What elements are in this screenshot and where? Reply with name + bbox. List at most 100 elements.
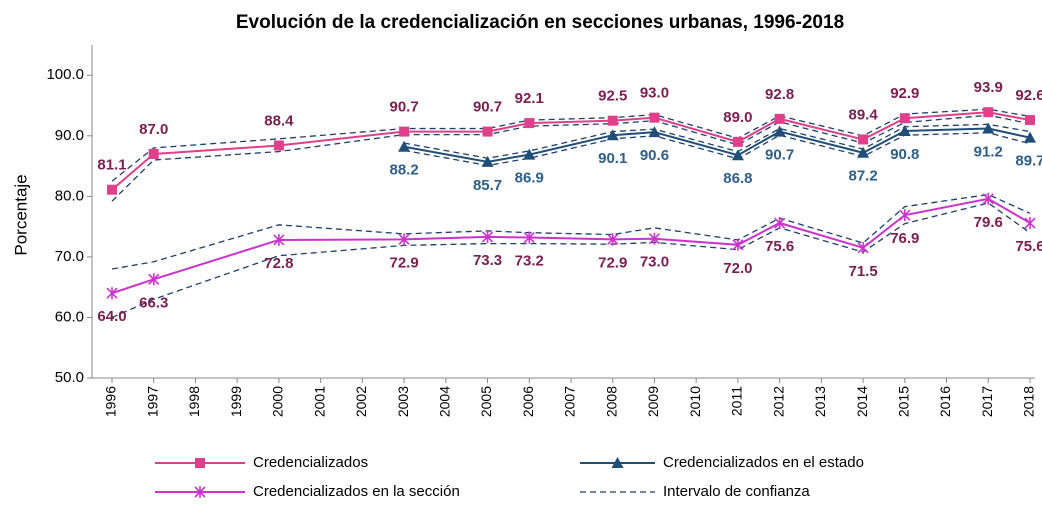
marker xyxy=(398,140,411,152)
marker xyxy=(607,233,619,246)
marker xyxy=(982,122,995,134)
x-tick-label: 2016 xyxy=(937,386,953,417)
data-label: 90.1 xyxy=(598,150,627,167)
legend-item: Intervalo de confianza xyxy=(580,483,810,500)
marker xyxy=(148,273,160,286)
data-label: 75.6 xyxy=(1015,238,1042,255)
data-label: 64.0 xyxy=(97,308,126,325)
data-label: 88.2 xyxy=(389,162,418,179)
data-label: 92.6 xyxy=(1015,87,1042,104)
data-label: 93.9 xyxy=(974,79,1003,96)
data-label: 85.7 xyxy=(473,177,502,194)
x-tick-label: 2005 xyxy=(478,386,494,417)
data-label: 81.1 xyxy=(97,157,126,174)
data-label: 87.0 xyxy=(139,121,168,138)
marker xyxy=(1024,131,1036,143)
data-label: 90.6 xyxy=(640,147,669,164)
marker xyxy=(106,287,118,300)
marker xyxy=(648,126,661,138)
data-label: 93.0 xyxy=(640,85,669,102)
y-tick-label: 80.0 xyxy=(55,187,84,204)
data-label: 89.4 xyxy=(848,106,878,123)
data-label: 88.4 xyxy=(264,112,294,129)
y-tick-label: 90.0 xyxy=(55,127,84,144)
marker xyxy=(774,113,785,124)
series-line xyxy=(111,197,1031,295)
marker xyxy=(774,217,786,230)
marker xyxy=(648,232,661,245)
y-tick-label: 100.0 xyxy=(46,66,84,83)
x-tick-label: 2009 xyxy=(645,386,661,417)
series-line xyxy=(111,111,1031,191)
x-tick-label: 1997 xyxy=(144,386,160,417)
x-tick-label: 2015 xyxy=(896,386,912,417)
legend-item: Credencializados en el estado xyxy=(580,454,864,471)
marker xyxy=(857,241,869,254)
x-tick-label: 2002 xyxy=(353,386,369,417)
legend-label: Intervalo de confianza xyxy=(663,483,810,500)
marker xyxy=(399,126,410,137)
x-tick-label: 2012 xyxy=(770,386,786,417)
marker xyxy=(273,233,285,246)
marker xyxy=(481,155,494,167)
data-label: 92.9 xyxy=(890,85,919,102)
y-tick-label: 50.0 xyxy=(55,369,84,386)
legend-marker xyxy=(194,486,206,498)
data-label: 73.3 xyxy=(473,252,502,269)
legend-marker xyxy=(611,457,624,468)
marker xyxy=(1024,217,1036,230)
data-label: 72.9 xyxy=(598,254,627,271)
x-tick-label: 2010 xyxy=(687,386,703,417)
x-tick-label: 1999 xyxy=(228,386,244,417)
data-label: 87.2 xyxy=(848,168,877,185)
x-tick-label: 2000 xyxy=(270,386,286,417)
x-tick-label: 2001 xyxy=(311,386,327,417)
marker xyxy=(107,184,117,195)
data-label: 89.0 xyxy=(723,109,752,126)
marker xyxy=(273,140,284,151)
marker xyxy=(481,230,494,243)
marker xyxy=(732,238,744,251)
marker xyxy=(523,231,535,244)
x-tick-label: 2014 xyxy=(854,386,870,417)
confidence-line xyxy=(111,202,1031,319)
x-tick-label: 2018 xyxy=(1021,386,1037,417)
data-label: 71.5 xyxy=(848,263,877,280)
data-label: 73.2 xyxy=(515,253,544,270)
marker xyxy=(607,115,618,126)
y-tick-label: 60.0 xyxy=(55,308,84,325)
data-label: 79.6 xyxy=(974,214,1003,231)
x-tick-label: 2013 xyxy=(812,386,828,417)
legend-label: Credencializados en la sección xyxy=(253,483,460,500)
y-tick-label: 70.0 xyxy=(55,248,84,265)
data-label: 73.0 xyxy=(640,254,669,271)
x-tick-label: 2017 xyxy=(979,386,995,417)
x-tick-label: 1998 xyxy=(186,386,202,417)
x-tick-label: 2008 xyxy=(603,386,619,417)
marker xyxy=(983,107,994,118)
marker xyxy=(148,148,159,159)
legend-item: Credencializados en la sección xyxy=(155,483,460,500)
data-label: 75.6 xyxy=(765,238,794,255)
legend-label: Credencializados xyxy=(253,454,368,471)
marker xyxy=(898,124,911,136)
data-label: 91.2 xyxy=(974,144,1003,161)
data-label: 92.8 xyxy=(765,86,794,103)
data-label: 72.8 xyxy=(264,255,293,272)
data-label: 92.5 xyxy=(598,88,627,105)
x-tick-label: 1996 xyxy=(103,386,119,417)
data-label: 76.9 xyxy=(890,230,919,247)
marker xyxy=(606,129,619,141)
x-tick-label: 2004 xyxy=(437,386,453,417)
x-tick-label: 2011 xyxy=(729,386,745,416)
x-tick-label: 2007 xyxy=(562,386,578,417)
marker xyxy=(732,136,743,147)
x-tick-label: 2006 xyxy=(520,386,536,417)
data-label: 90.7 xyxy=(765,147,794,164)
marker xyxy=(524,118,535,129)
confidence-line xyxy=(111,114,1031,202)
chart-title: Evolución de la credencialización en sec… xyxy=(236,12,844,33)
legend-marker xyxy=(195,458,205,468)
data-label: 89.7 xyxy=(1015,153,1042,170)
